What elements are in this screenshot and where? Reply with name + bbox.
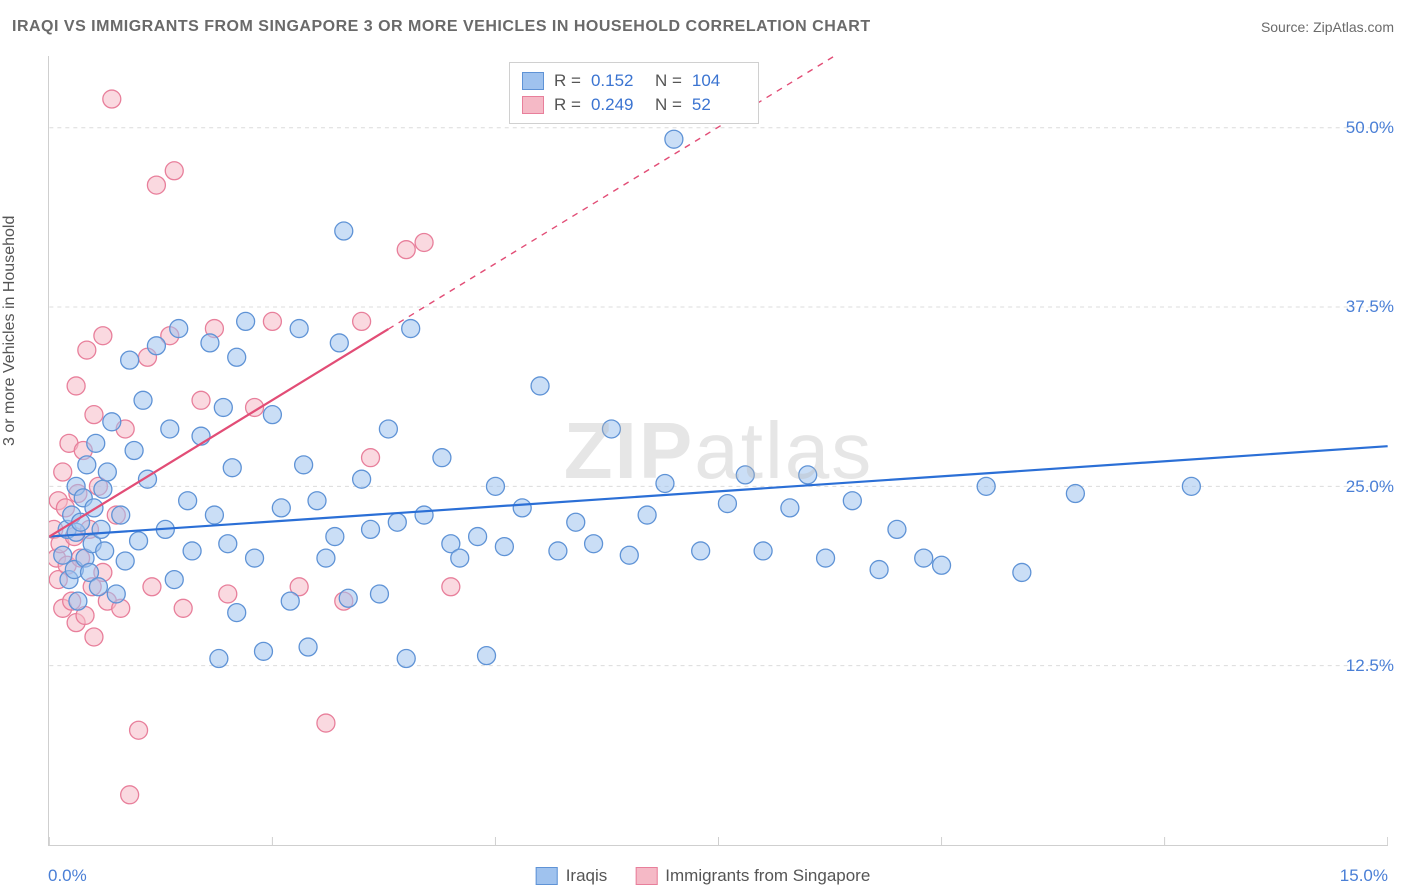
chart-title: IRAQI VS IMMIGRANTS FROM SINGAPORE 3 OR … (12, 18, 871, 36)
y-tick-label: 25.0% (1346, 477, 1394, 497)
scatter-plot-svg (49, 56, 1388, 845)
swatch-series-1 (522, 72, 544, 90)
source-label: Source: ZipAtlas.com (1261, 19, 1394, 35)
title-bar: IRAQI VS IMMIGRANTS FROM SINGAPORE 3 OR … (12, 18, 1394, 36)
swatch-iraqis (536, 867, 558, 885)
legend-stats-box: R = 0.152 N = 104 R = 0.249 N = 52 (509, 62, 759, 124)
legend-label-2: Immigrants from Singapore (665, 866, 870, 886)
x-max-label: 15.0% (1340, 866, 1388, 886)
legend-stats-row-2: R = 0.249 N = 52 (522, 93, 746, 117)
n-value-1: 104 (692, 71, 746, 91)
swatch-series-2 (522, 96, 544, 114)
legend-label-1: Iraqis (566, 866, 608, 886)
legend-bottom: Iraqis Immigrants from Singapore (536, 866, 871, 886)
x-origin-label: 0.0% (48, 866, 87, 886)
swatch-singapore (635, 867, 657, 885)
y-tick-label: 12.5% (1346, 656, 1394, 676)
plot-area: ZIPatlas R = 0.152 N = 104 R = 0.249 N =… (48, 56, 1388, 846)
legend-stats-row-1: R = 0.152 N = 104 (522, 69, 746, 93)
y-tick-label: 50.0% (1346, 118, 1394, 138)
y-tick-label: 37.5% (1346, 297, 1394, 317)
r-value-2: 0.249 (591, 95, 645, 115)
y-axis-label: 3 or more Vehicles in Household (1, 216, 19, 446)
legend-item-2: Immigrants from Singapore (635, 866, 870, 886)
r-value-1: 0.152 (591, 71, 645, 91)
legend-item-1: Iraqis (536, 866, 608, 886)
n-value-2: 52 (692, 95, 746, 115)
